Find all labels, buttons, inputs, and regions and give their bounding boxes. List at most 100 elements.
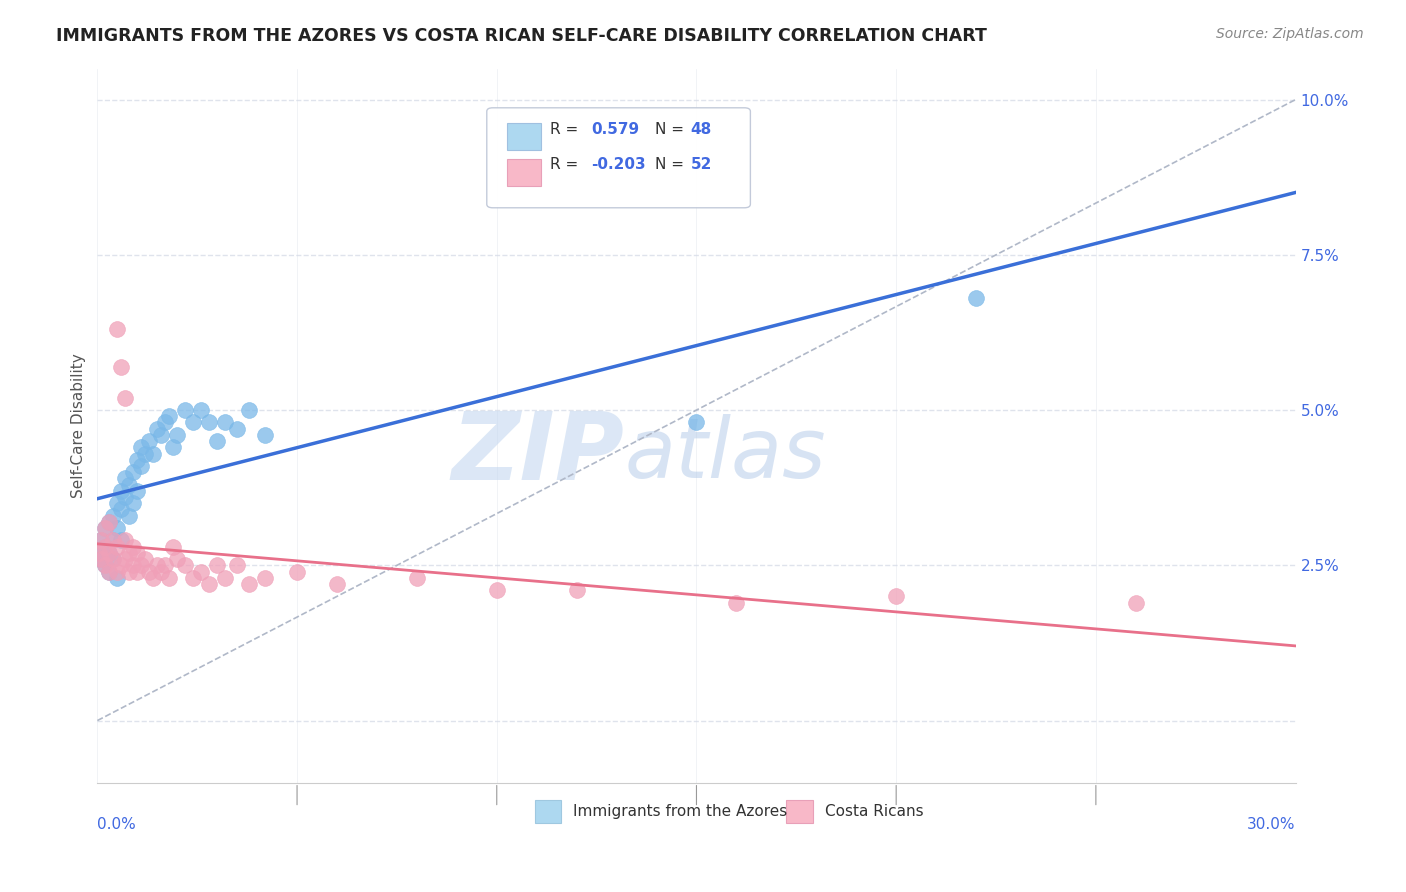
Point — [127, 546, 149, 560]
Point — [129, 458, 152, 473]
Point — [110, 533, 132, 548]
Point — [110, 359, 132, 374]
Point — [150, 565, 173, 579]
Point — [114, 471, 136, 485]
Point — [127, 483, 149, 498]
Point — [406, 571, 429, 585]
Point — [285, 565, 308, 579]
Point — [90, 533, 112, 548]
Text: N =: N = — [655, 121, 689, 136]
FancyBboxPatch shape — [786, 800, 813, 822]
Point — [134, 552, 156, 566]
Point — [142, 446, 165, 460]
Point — [214, 416, 236, 430]
Point — [138, 565, 160, 579]
Point — [205, 558, 228, 573]
Point — [198, 577, 221, 591]
Point — [110, 558, 132, 573]
FancyBboxPatch shape — [486, 108, 751, 208]
Point — [103, 533, 125, 548]
Point — [114, 552, 136, 566]
Point — [90, 533, 112, 548]
Point — [90, 552, 112, 566]
Point — [166, 428, 188, 442]
Point — [105, 565, 128, 579]
Point — [103, 533, 125, 548]
Y-axis label: Self-Care Disability: Self-Care Disability — [72, 353, 86, 498]
Point — [205, 434, 228, 449]
Point — [122, 496, 145, 510]
Point — [155, 558, 177, 573]
Text: IMMIGRANTS FROM THE AZORES VS COSTA RICAN SELF-CARE DISABILITY CORRELATION CHART: IMMIGRANTS FROM THE AZORES VS COSTA RICA… — [56, 27, 987, 45]
Point — [110, 502, 132, 516]
Text: 0.579: 0.579 — [591, 121, 640, 136]
Point — [122, 540, 145, 554]
Point — [118, 546, 141, 560]
Text: ZIP: ZIP — [451, 409, 624, 500]
Point — [105, 322, 128, 336]
Point — [166, 552, 188, 566]
Point — [94, 540, 117, 554]
Point — [127, 565, 149, 579]
Point — [114, 533, 136, 548]
Point — [326, 577, 349, 591]
Point — [89, 546, 111, 560]
Point — [105, 571, 128, 585]
Point — [114, 490, 136, 504]
Text: R =: R = — [550, 121, 583, 136]
Point — [226, 422, 249, 436]
Point — [174, 403, 197, 417]
Point — [181, 571, 204, 585]
Point — [98, 546, 121, 560]
Point — [254, 428, 277, 442]
Point — [884, 590, 907, 604]
Text: 52: 52 — [690, 157, 711, 172]
Point — [1125, 596, 1147, 610]
Text: N =: N = — [655, 157, 689, 172]
Point — [105, 540, 128, 554]
Point — [103, 552, 125, 566]
Point — [150, 428, 173, 442]
Point — [118, 477, 141, 491]
Point — [485, 583, 508, 598]
Point — [198, 416, 221, 430]
Point — [565, 583, 588, 598]
Point — [190, 565, 212, 579]
Point — [98, 565, 121, 579]
Point — [157, 571, 180, 585]
Point — [181, 416, 204, 430]
Point — [98, 546, 121, 560]
FancyBboxPatch shape — [508, 123, 541, 150]
Point — [174, 558, 197, 573]
Point — [105, 496, 128, 510]
Point — [118, 565, 141, 579]
Point — [89, 546, 111, 560]
Point — [254, 571, 277, 585]
Text: -0.203: -0.203 — [591, 157, 645, 172]
Point — [110, 483, 132, 498]
Point — [157, 409, 180, 424]
Point — [162, 440, 184, 454]
Text: Source: ZipAtlas.com: Source: ZipAtlas.com — [1216, 27, 1364, 41]
Point — [226, 558, 249, 573]
Point — [134, 446, 156, 460]
Point — [94, 521, 117, 535]
Point — [98, 515, 121, 529]
Text: 30.0%: 30.0% — [1247, 817, 1295, 832]
Point — [965, 291, 987, 305]
Point — [214, 571, 236, 585]
Text: Costa Ricans: Costa Ricans — [825, 804, 924, 819]
FancyBboxPatch shape — [508, 159, 541, 186]
Point — [94, 521, 117, 535]
FancyBboxPatch shape — [534, 800, 561, 822]
Point — [98, 515, 121, 529]
Point — [94, 540, 117, 554]
Point — [94, 558, 117, 573]
Point — [725, 596, 748, 610]
Point — [685, 416, 707, 430]
Point — [146, 558, 169, 573]
Point — [162, 540, 184, 554]
Point — [127, 452, 149, 467]
Text: Immigrants from the Azores: Immigrants from the Azores — [574, 804, 787, 819]
Point — [103, 552, 125, 566]
